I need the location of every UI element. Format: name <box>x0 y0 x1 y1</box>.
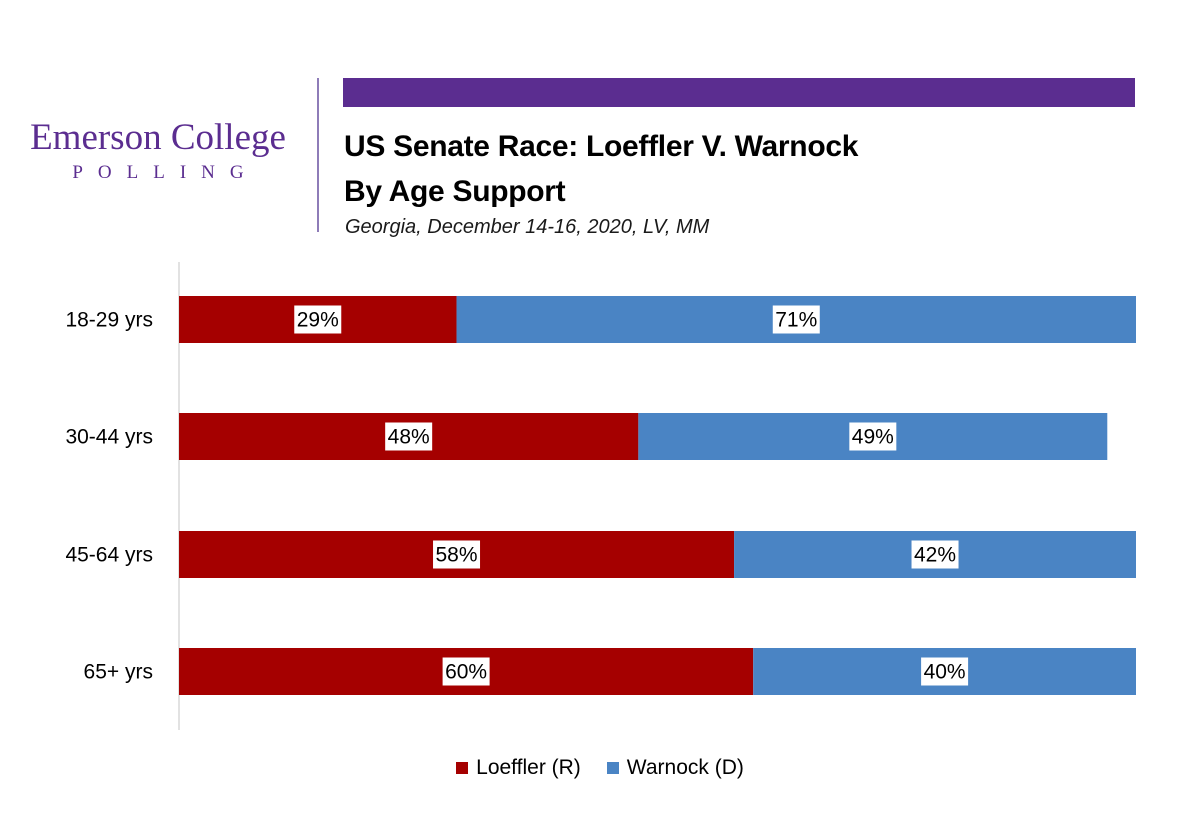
header-divider <box>317 78 319 232</box>
chart-title-line2: By Age Support <box>344 175 566 208</box>
legend-label-warnock: Warnock (D) <box>626 756 744 779</box>
category-label: 45-64 yrs <box>65 544 153 567</box>
data-label: 42% <box>914 544 956 567</box>
data-label-bg <box>849 422 897 451</box>
data-label: 48% <box>388 426 430 449</box>
category-label: 18-29 yrs <box>65 309 153 332</box>
legend: Loeffler (R) Warnock (D) <box>0 756 1200 780</box>
legend-swatch-warnock <box>606 762 619 774</box>
chart-subtitle: Georgia, December 14-16, 2020, LV, MM <box>345 216 710 238</box>
data-label: 58% <box>436 544 478 567</box>
data-label-bg <box>385 422 433 451</box>
data-label-bg <box>442 657 490 686</box>
data-label-bg <box>294 305 342 334</box>
legend-item-warnock: Warnock (D) <box>606 756 744 780</box>
data-label-bg <box>921 657 969 686</box>
chart-title: US Senate Race: Loeffler V. Warnock By A… <box>344 124 858 214</box>
data-label: 60% <box>445 661 487 684</box>
logo: Emerson College POLLING <box>0 118 316 184</box>
data-label: 49% <box>852 426 894 449</box>
data-label: 71% <box>775 309 817 332</box>
data-label: 29% <box>297 309 339 332</box>
logo-subtitle: POLLING <box>72 162 259 183</box>
data-label-bg <box>911 540 959 569</box>
category-label: 65+ yrs <box>84 661 153 684</box>
legend-swatch-loeffler <box>456 762 469 774</box>
category-label: 30-44 yrs <box>65 426 153 449</box>
data-label: 40% <box>924 661 966 684</box>
accent-bar <box>343 78 1135 107</box>
data-label-bg <box>772 305 820 334</box>
legend-item-loeffler: Loeffler (R) <box>456 756 581 780</box>
legend-label-loeffler: Loeffler (R) <box>476 756 581 779</box>
data-label-bg <box>433 540 481 569</box>
chart-title-line1: US Senate Race: Loeffler V. Warnock <box>344 130 859 163</box>
logo-name: Emerson College <box>30 117 286 158</box>
